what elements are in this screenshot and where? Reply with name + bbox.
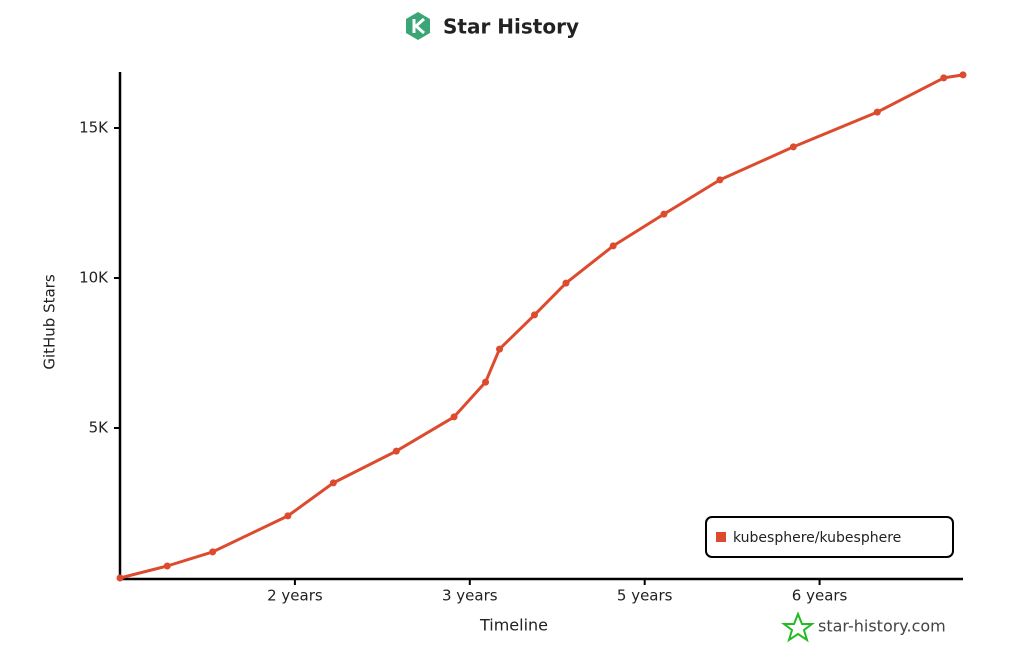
point xyxy=(531,311,539,319)
point xyxy=(392,447,400,455)
x-tick-label: 5 years xyxy=(617,587,673,605)
point xyxy=(496,345,504,353)
x-tick-label: 2 years xyxy=(267,587,323,605)
legend-swatch xyxy=(716,532,726,542)
point xyxy=(562,279,570,287)
point xyxy=(609,242,617,250)
point xyxy=(450,413,458,421)
legend-label: kubesphere/kubesphere xyxy=(733,530,901,546)
x-axis-label: Timeline xyxy=(479,616,548,635)
legend: kubesphere/kubesphere xyxy=(705,516,954,558)
watermark-text: star-history.com xyxy=(818,617,946,636)
point xyxy=(284,512,292,520)
chart-title: Star History xyxy=(443,15,579,39)
point xyxy=(482,378,490,386)
x-tick-label: 6 years xyxy=(792,587,848,605)
point xyxy=(716,176,724,184)
watermark: star-history.com xyxy=(781,611,946,643)
legend-box xyxy=(705,516,954,558)
point xyxy=(329,479,337,487)
point xyxy=(209,548,217,556)
logo xyxy=(406,12,430,40)
point xyxy=(789,143,797,151)
point xyxy=(163,562,171,570)
y-axis-label: GitHub Stars xyxy=(41,274,59,370)
point xyxy=(940,74,948,82)
point xyxy=(660,210,668,218)
y-tick-label: 15K xyxy=(79,119,109,137)
line xyxy=(119,73,964,580)
point xyxy=(959,71,967,79)
point xyxy=(873,108,881,116)
point xyxy=(116,574,124,582)
x-tick-label: 3 years xyxy=(442,587,498,605)
y-tick-label: 10K xyxy=(79,269,109,287)
y-tick-label: 5K xyxy=(89,419,110,437)
